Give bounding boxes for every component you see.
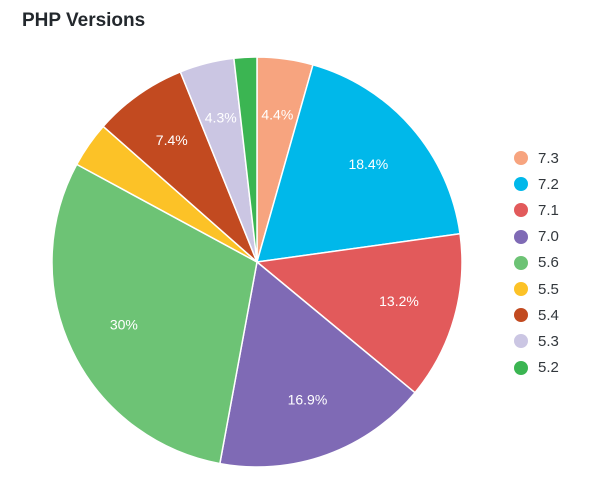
- slice-data-label-7-3: 4.4%: [261, 107, 293, 123]
- legend-swatch: [514, 255, 528, 270]
- pie-slice-7-1[interactable]: [255, 232, 463, 394]
- legend-swatch: [514, 334, 528, 349]
- legend-label: 7.2: [538, 175, 559, 193]
- chart-title: PHP Versions: [22, 10, 146, 31]
- pie-slice-5-2[interactable]: [233, 56, 258, 263]
- legend-item-7-0[interactable]: 7.0: [514, 224, 559, 250]
- slice-data-label-7-1: 13.2%: [379, 293, 419, 309]
- legend-swatch: [514, 282, 528, 297]
- legend-item-5-5[interactable]: 5.5: [514, 276, 559, 302]
- legend-item-7-3[interactable]: 7.3: [514, 145, 559, 171]
- legend-item-5-6[interactable]: 5.6: [514, 250, 559, 276]
- slice-data-label-5-6: 30%: [110, 316, 138, 332]
- slice-data-label-5-3: 4.3%: [205, 110, 237, 126]
- legend-swatch: [514, 360, 528, 375]
- legend-item-5-2[interactable]: 5.2: [514, 355, 559, 381]
- legend-swatch: [514, 203, 528, 218]
- slice-data-label-7-0: 16.9%: [288, 391, 328, 407]
- legend-swatch: [514, 229, 528, 244]
- legend-label: 5.4: [538, 306, 559, 324]
- pie-slice-7-0[interactable]: [218, 260, 417, 468]
- legend-label: 5.5: [538, 280, 559, 298]
- slice-data-label-5-4: 7.4%: [156, 132, 188, 148]
- legend-label: 7.1: [538, 201, 559, 219]
- pie-slice-7-2[interactable]: [255, 63, 461, 263]
- legend-label: 7.0: [538, 228, 559, 246]
- legend-label: 5.6: [538, 254, 559, 272]
- legend-label: 7.3: [538, 149, 559, 167]
- legend-item-7-1[interactable]: 7.1: [514, 197, 559, 223]
- legend-item-5-3[interactable]: 5.3: [514, 328, 559, 354]
- legend-item-5-4[interactable]: 5.4: [514, 302, 559, 328]
- legend-swatch: [514, 151, 528, 166]
- legend-label: 5.3: [538, 332, 559, 350]
- legend: 7.3 7.2 7.1 7.0 5.6 5.5 5.4 5.3 5.2: [514, 145, 559, 381]
- legend-item-7-2[interactable]: 7.2: [514, 171, 559, 197]
- pie-slice-5-6[interactable]: [51, 163, 258, 465]
- legend-swatch: [514, 177, 528, 192]
- legend-swatch: [514, 308, 528, 323]
- legend-label: 5.2: [538, 359, 559, 377]
- slice-data-label-7-2: 18.4%: [348, 156, 388, 172]
